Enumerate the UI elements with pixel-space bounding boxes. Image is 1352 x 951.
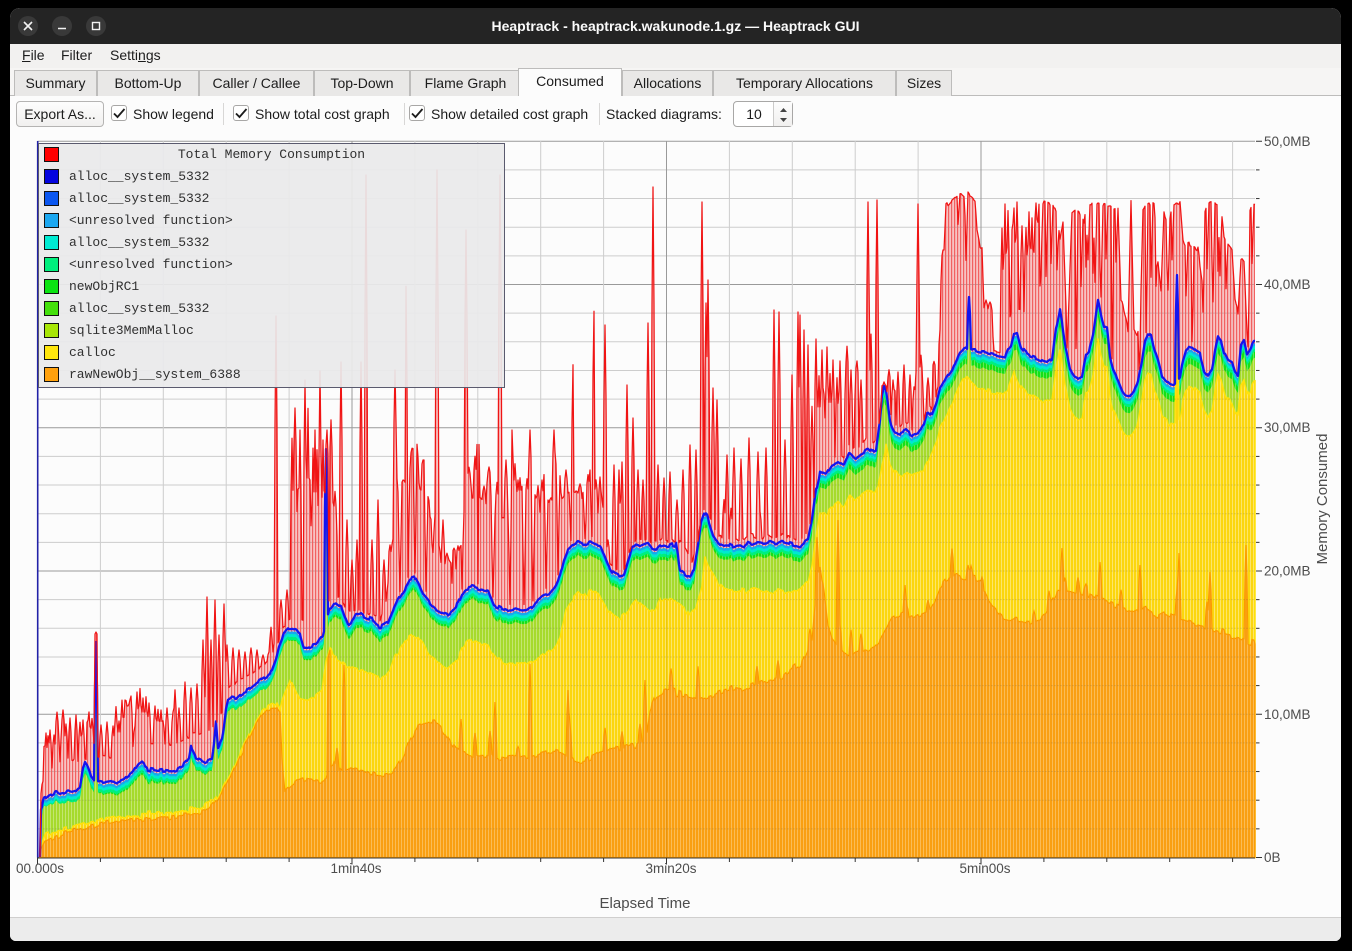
- svg-text:50,0MB: 50,0MB: [1264, 134, 1311, 149]
- svg-text:00.000s: 00.000s: [16, 861, 64, 876]
- svg-text:Memory Consumed: Memory Consumed: [1314, 434, 1331, 565]
- svg-text:0B: 0B: [1264, 850, 1281, 865]
- svg-text:3min20s: 3min20s: [645, 861, 696, 876]
- svg-text:30,0MB: 30,0MB: [1264, 420, 1311, 435]
- svg-text:5min00s: 5min00s: [959, 861, 1010, 876]
- svg-text:20,0MB: 20,0MB: [1264, 564, 1311, 579]
- svg-text:1min40s: 1min40s: [330, 861, 381, 876]
- svg-text:Elapsed Time: Elapsed Time: [600, 895, 691, 912]
- svg-text:10,0MB: 10,0MB: [1264, 707, 1311, 722]
- svg-text:40,0MB: 40,0MB: [1264, 277, 1311, 292]
